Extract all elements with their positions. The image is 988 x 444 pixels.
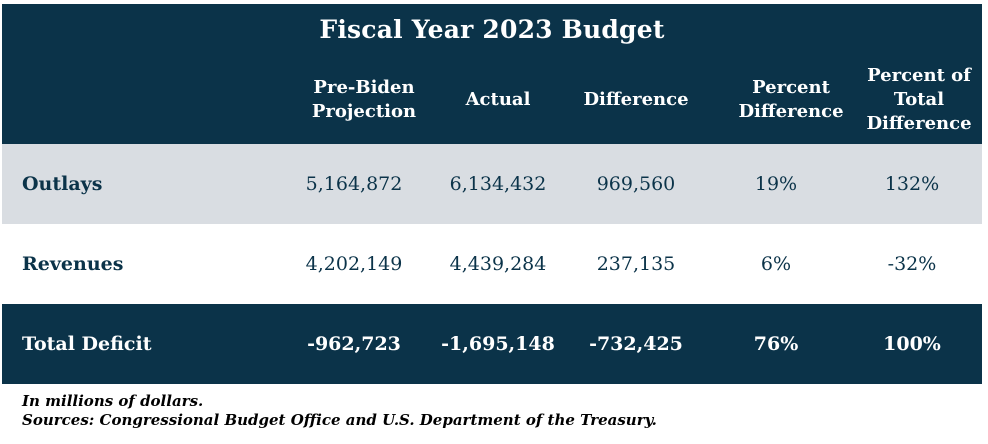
- table-cell: -1,695,148: [441, 333, 555, 355]
- table-cell: 5,164,872: [305, 173, 403, 195]
- budget-table: Fiscal Year 2023 Budget Pre-Biden Projec…: [2, 4, 982, 384]
- table-cell: 4,439,284: [449, 253, 547, 275]
- table-cell: 4,202,149: [305, 253, 403, 275]
- column-header-percent-of-total-difference: Percent of Total Difference: [866, 65, 972, 134]
- units-note: In millions of dollars.: [22, 392, 204, 410]
- table-cell: 969,560: [596, 173, 676, 195]
- column-header-actual: Actual: [465, 89, 531, 110]
- table-cell: 132%: [884, 173, 940, 195]
- row-label: Total Deficit: [22, 333, 152, 355]
- table-cell: -32%: [887, 253, 937, 275]
- column-header-difference: Difference: [583, 89, 689, 110]
- table-row-outlays: Outlays 5,164,872 6,134,432 969,560 19% …: [2, 144, 982, 224]
- row-label: Outlays: [22, 173, 103, 195]
- table-row-revenues: Revenues 4,202,149 4,439,284 237,135 6% …: [2, 224, 982, 304]
- table-cell: 76%: [753, 333, 799, 355]
- table-cell: -732,425: [589, 333, 683, 355]
- table-header: Fiscal Year 2023 Budget Pre-Biden Projec…: [2, 4, 982, 144]
- table-row-total-deficit: Total Deficit -962,723 -1,695,148 -732,4…: [2, 304, 982, 384]
- table-cell: 6,134,432: [449, 173, 547, 195]
- table-cell: 237,135: [596, 253, 676, 275]
- table-cell: -962,723: [307, 333, 401, 355]
- sources-note: Sources: Congressional Budget Office and…: [22, 411, 657, 429]
- column-header-percent-difference: Percent Difference: [738, 77, 844, 122]
- table-cell: 19%: [754, 173, 798, 195]
- table-title: Fiscal Year 2023 Budget: [319, 15, 665, 44]
- column-header-pre-biden-projection: Pre-Biden Projection: [311, 77, 417, 122]
- table-cell: 100%: [883, 333, 941, 355]
- table-cell: 6%: [760, 253, 792, 275]
- table-notes: In millions of dollars. Sources: Congres…: [22, 392, 657, 430]
- row-label: Revenues: [22, 253, 124, 275]
